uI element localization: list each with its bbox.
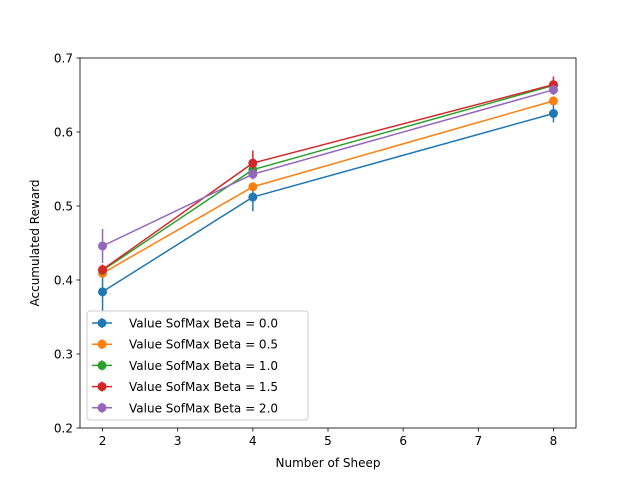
- series-layer: [98, 76, 558, 312]
- data-point: [248, 158, 258, 168]
- y-tick-label: 0.5: [54, 200, 73, 214]
- data-point: [248, 192, 258, 202]
- x-tick-label: 2: [99, 434, 107, 448]
- legend: Value SofMax Beta = 0.0 Value SofMax Beta…: [86, 310, 309, 421]
- x-tick-label: 4: [249, 434, 257, 448]
- axes-layer: 2 3 4 5 6 7 8 0.2 0.3 0.4 0.5 0.6 0.7: [54, 52, 577, 448]
- data-point: [98, 265, 108, 275]
- data-point: [248, 182, 258, 192]
- legend-entry-2: Value SofMax Beta = 1.0: [92, 359, 278, 373]
- legend-marker: [97, 403, 107, 413]
- y-tick-label: 0.7: [54, 52, 73, 66]
- data-point: [248, 169, 258, 179]
- legend-label: Value SofMax Beta = 1.0: [129, 359, 278, 373]
- x-tick-label: 5: [324, 434, 332, 448]
- series-4: [98, 84, 558, 263]
- y-tick-label: 0.4: [54, 274, 73, 288]
- legend-box: [86, 310, 309, 421]
- legend-entry-4: Value SofMax Beta = 2.0: [92, 401, 278, 415]
- x-tick-label: 7: [474, 434, 482, 448]
- legend-entry-1: Value SofMax Beta = 0.5: [92, 338, 278, 352]
- x-tick-label: 6: [399, 434, 407, 448]
- legend-label: Value SofMax Beta = 0.0: [129, 317, 278, 331]
- x-axis-label: Number of Sheep: [275, 456, 380, 470]
- legend-label: Value SofMax Beta = 0.5: [129, 338, 278, 352]
- y-tick-label: 0.3: [54, 348, 73, 362]
- series-0: [98, 104, 558, 312]
- data-point: [548, 109, 558, 118]
- data-point: [548, 85, 558, 95]
- legend-entry-0: Value SofMax Beta = 0.0: [92, 317, 278, 331]
- y-tick-label: 0.2: [54, 422, 73, 436]
- legend-marker: [97, 360, 107, 370]
- y-axis-label: Accumulated Reward: [28, 180, 42, 307]
- data-point: [548, 96, 558, 106]
- data-point: [98, 287, 108, 297]
- legend-label: Value SofMax Beta = 2.0: [129, 401, 278, 415]
- legend-marker: [97, 382, 107, 392]
- legend-entry-3: Value SofMax Beta = 1.5: [92, 380, 278, 394]
- legend-marker: [97, 318, 107, 328]
- data-point: [98, 241, 108, 251]
- x-tick-label: 3: [174, 434, 182, 448]
- legend-label: Value SofMax Beta = 1.5: [129, 380, 278, 394]
- y-tick-label: 0.6: [54, 126, 73, 140]
- x-tick-label: 8: [550, 434, 558, 448]
- legend-marker: [97, 339, 107, 349]
